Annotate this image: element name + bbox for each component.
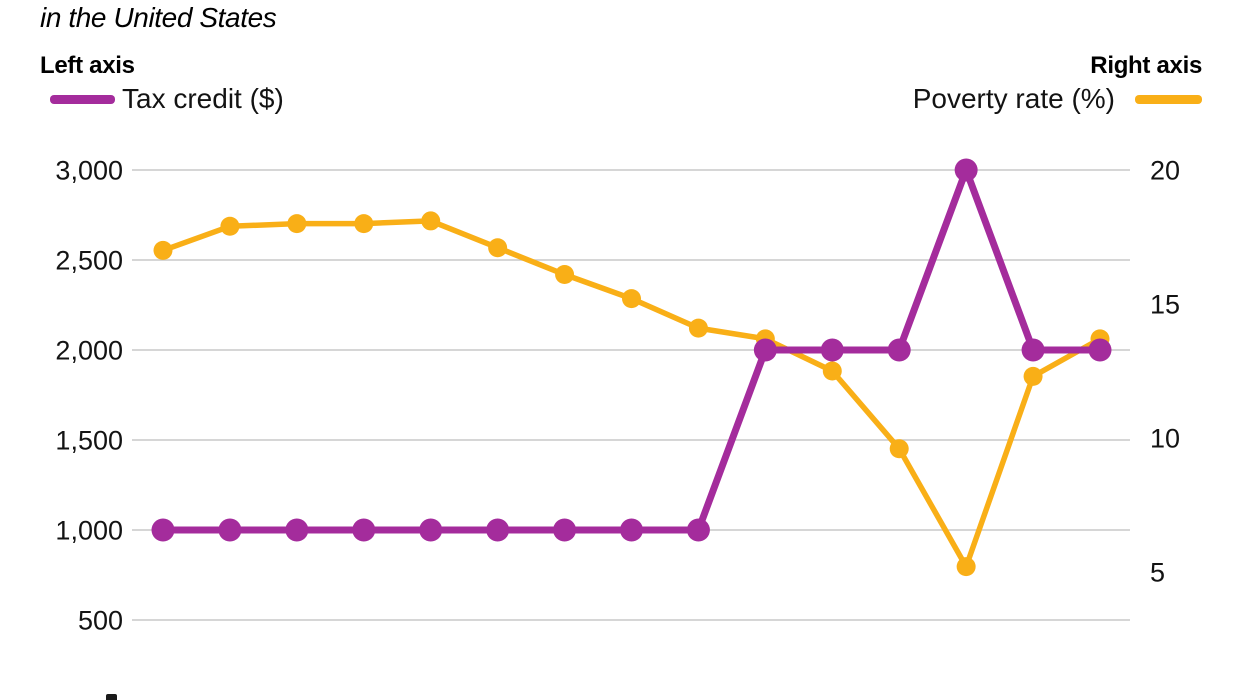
legend-item-tax-credit: Tax credit ($) — [50, 84, 284, 114]
data-point-marker-poverty-rate — [956, 557, 976, 577]
right-axis-heading: Right axis — [1090, 52, 1202, 79]
chart-title-fragment: in the United States — [40, 2, 277, 33]
data-point-marker-tax-credit — [1021, 338, 1045, 362]
data-point-marker-poverty-rate — [555, 265, 575, 285]
right-axis-tick-label: 20 — [1150, 156, 1180, 186]
data-point-marker-tax-credit — [553, 518, 577, 542]
data-point-marker-tax-credit — [218, 518, 242, 542]
legend-item-poverty-rate: Poverty rate (%) — [913, 84, 1202, 114]
data-point-marker-tax-credit — [352, 518, 376, 542]
data-point-marker-tax-credit — [686, 518, 710, 542]
series-line-poverty-rate — [160, 218, 1103, 570]
data-point-marker-poverty-rate — [220, 216, 240, 236]
data-point-marker-poverty-rate — [1023, 366, 1043, 386]
data-point-marker-poverty-rate — [354, 214, 374, 234]
right-axis-tick-label: 10 — [1150, 424, 1180, 454]
data-point-marker-tax-credit — [486, 518, 510, 542]
data-point-marker-poverty-rate — [153, 240, 173, 260]
data-point-marker-tax-credit — [419, 518, 443, 542]
legend-label-poverty-rate: Poverty rate (%) — [912, 83, 1115, 114]
data-point-marker-tax-credit — [151, 518, 175, 542]
data-point-marker-poverty-rate — [889, 439, 909, 459]
data-point-marker-tax-credit — [1088, 338, 1112, 362]
data-point-marker-poverty-rate — [622, 289, 641, 309]
left-axis-tick-label: 1,500 — [55, 426, 123, 456]
left-axis-tick-label: 3,000 — [55, 156, 123, 186]
left-axis-tick-label: 2,500 — [55, 246, 123, 276]
left-axis-heading: Left axis — [40, 52, 135, 79]
data-point-marker-tax-credit — [820, 338, 844, 362]
tax-credit-line-swatch — [50, 94, 115, 104]
data-point-marker-poverty-rate — [287, 214, 307, 234]
data-point-marker-poverty-rate — [822, 361, 842, 381]
right-axis-tick-label: 5 — [1150, 558, 1165, 588]
right-axis-tick-label: 15 — [1150, 290, 1180, 320]
data-point-marker-tax-credit — [954, 158, 978, 182]
left-axis-tick-label: 500 — [78, 606, 123, 636]
data-point-marker-tax-credit — [753, 338, 777, 362]
cropped-character — [106, 694, 117, 700]
legend-label-tax-credit: Tax credit ($) — [122, 83, 284, 114]
poverty-rate-line-swatch — [1135, 94, 1202, 104]
data-point-marker-tax-credit — [285, 518, 309, 542]
left-axis-tick-label: 2,000 — [55, 336, 123, 366]
data-point-marker-poverty-rate — [488, 238, 508, 258]
data-point-marker-poverty-rate — [688, 318, 708, 338]
data-point-marker-tax-credit — [887, 338, 911, 362]
data-point-marker-tax-credit — [620, 518, 643, 542]
left-axis-tick-label: 1,000 — [55, 516, 123, 546]
data-point-marker-poverty-rate — [421, 211, 441, 231]
